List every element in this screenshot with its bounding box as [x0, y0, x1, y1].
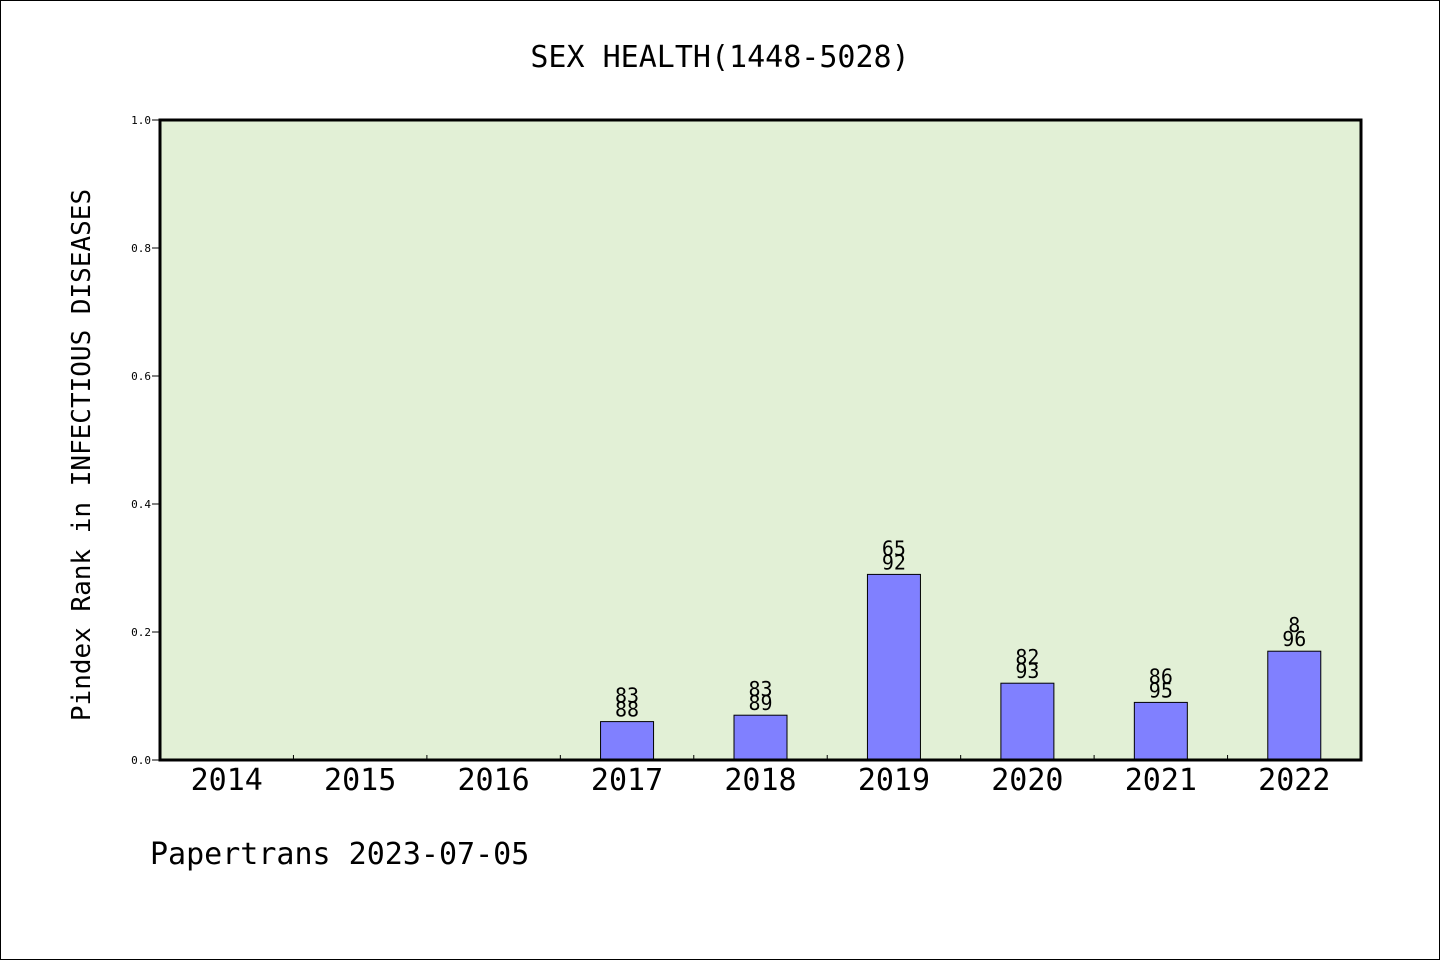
bar: [733, 714, 788, 761]
footer-credit: Papertrans 2023-07-05: [150, 837, 529, 872]
x-tick-label: 2021: [1125, 763, 1197, 798]
bar-label-top: 83: [748, 677, 772, 701]
y-axis-label: Pindex Rank in INFECTIOUS DISEASES: [67, 189, 97, 721]
y-tick-label: 0.4: [131, 498, 151, 511]
x-tick-label: 2020: [991, 763, 1063, 798]
bar-label-bottom: 92: [882, 550, 906, 574]
bar-label-bottom: 96: [1282, 627, 1306, 651]
bar-label-top: 83: [615, 684, 639, 708]
y-tick-label: 0.2: [131, 626, 151, 639]
bar: [600, 721, 655, 761]
x-tick-label: 2018: [724, 763, 796, 798]
bar-label-top: 86: [1149, 664, 1173, 688]
y-tick-label: 0.6: [131, 370, 151, 383]
x-tick-label: 2019: [858, 763, 930, 798]
chart-title: SEX HEALTH(1448-5028): [530, 40, 909, 75]
y-tick-label: 1.0: [131, 114, 151, 127]
y-axis-ticks: 0.0 0.2 0.4 0.6 0.8 1.0: [131, 114, 160, 767]
bar-label-bottom: 95: [1149, 678, 1173, 702]
x-tick-label: 2015: [324, 763, 396, 798]
bar: [866, 573, 921, 761]
bar-label-top: 65: [882, 536, 906, 560]
bar-label-bottom: 93: [1015, 659, 1039, 683]
plot-border: [158, 118, 1363, 762]
bar: [1267, 650, 1322, 761]
y-tick-label: 0.8: [131, 242, 151, 255]
x-axis-ticks: 2014 2015 2016 2017 2018 2019 2020 2021 2022: [191, 755, 1330, 798]
x-tick-label: 2022: [1258, 763, 1330, 798]
bar: [1000, 682, 1055, 761]
x-tick-label: 2014: [191, 763, 263, 798]
bars-group: [600, 573, 1322, 761]
bar-label-bottom: 89: [748, 691, 772, 715]
bar-label-bottom: 88: [615, 698, 639, 722]
y-tick-label: 0.0: [131, 754, 151, 767]
bar-label-top: 82: [1015, 645, 1039, 669]
bar: [1133, 701, 1188, 761]
x-tick-label: 2017: [591, 763, 663, 798]
plot-area: [160, 120, 1361, 760]
x-tick-label: 2016: [457, 763, 529, 798]
bar-label-top: 8: [1288, 613, 1300, 637]
